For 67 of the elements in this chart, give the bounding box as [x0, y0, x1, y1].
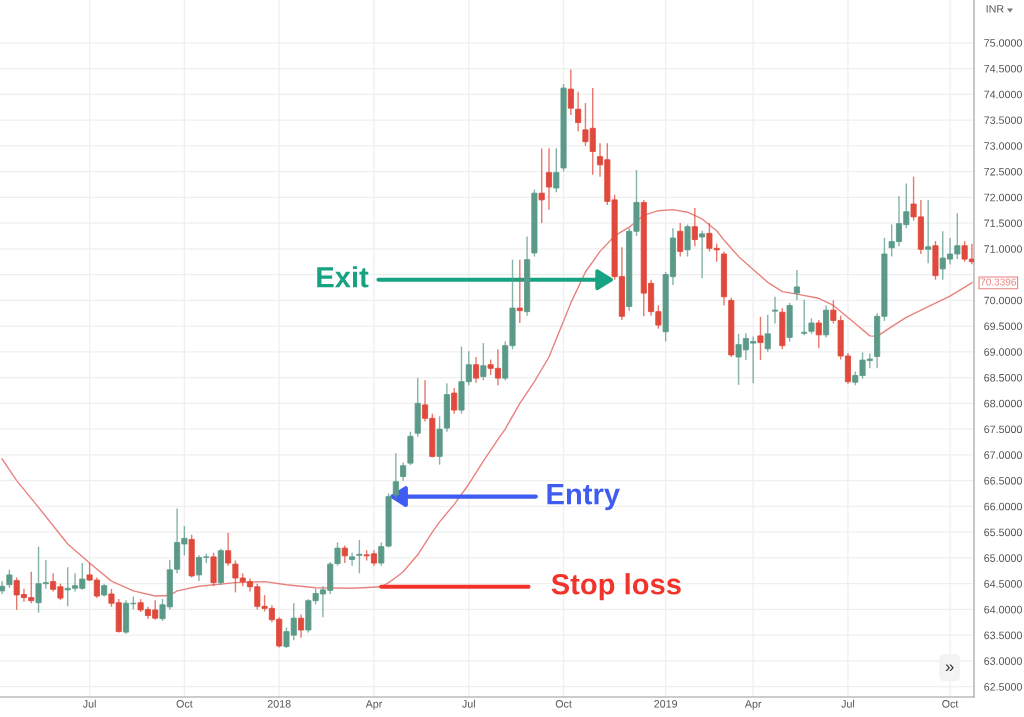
x-tick-label: Jul	[841, 699, 855, 708]
candlestick	[298, 613, 305, 639]
y-tick-label: 63.0000	[984, 657, 1022, 665]
candlestick	[392, 452, 399, 500]
y-tick-label: 64.0000	[984, 605, 1022, 614]
candlestick	[677, 222, 684, 258]
y-tick-label: 67.5000	[984, 425, 1022, 434]
y-tick-label: 67.0000	[984, 451, 1022, 459]
candlestick	[480, 342, 487, 381]
y-tick-label: 64.5000	[984, 580, 1022, 588]
annotation: Exit	[317, 266, 369, 288]
candlestick	[764, 314, 771, 353]
y-tick-label: 68.0000	[984, 399, 1022, 408]
candlestick	[757, 316, 764, 361]
y-tick-label: 73.5000	[984, 116, 1022, 125]
y-tick-label: 71.5000	[984, 219, 1022, 228]
x-tick-label: 2018	[267, 700, 291, 708]
y-axis-title: INR	[986, 5, 1004, 13]
candlestick	[516, 258, 523, 324]
x-tick-label: Jul	[82, 699, 96, 708]
annotation: 70.3396	[980, 278, 1016, 286]
x-tick-label: Oct	[942, 700, 959, 708]
y-tick-label: 63.5000	[984, 631, 1022, 640]
y-tick-label: 66.5000	[984, 477, 1022, 485]
annotation: Entry	[547, 484, 620, 511]
x-tick-label: 2019	[654, 700, 678, 708]
annotation: Stop loss	[551, 573, 681, 601]
y-tick-label: 75.0000	[984, 39, 1022, 47]
candlestick	[356, 539, 363, 575]
x-tick-label: Jul	[462, 699, 475, 708]
candlestick	[575, 91, 582, 133]
candlestick	[793, 269, 800, 302]
x-tick-label: Oct	[555, 700, 572, 708]
candlestick	[699, 230, 706, 279]
y-tick-label: 73.0000	[984, 142, 1022, 150]
candlestick	[567, 68, 574, 116]
candlestick	[925, 199, 932, 264]
candlestick	[349, 552, 356, 567]
candlestick	[545, 147, 553, 211]
y-tick-label: 69.5000	[984, 322, 1022, 331]
candlestick	[691, 207, 698, 247]
y-tick-label: 70.0000	[984, 296, 1022, 305]
y-tick-label: 66.0000	[984, 502, 1022, 511]
candlestick	[801, 299, 808, 337]
candlestick	[684, 223, 691, 258]
y-tick-label: 72.5000	[984, 167, 1022, 176]
x-tick-label: Oct	[176, 700, 193, 708]
candlestick	[400, 461, 407, 482]
x-tick-label: Apr	[744, 700, 762, 710]
y-tick-label: 69.0000	[984, 348, 1022, 356]
y-tick-label: 72.0000	[984, 193, 1022, 202]
annotation: »	[945, 664, 954, 671]
y-tick-label: 74.0000	[984, 90, 1022, 99]
candlestick	[451, 387, 458, 415]
y-tick-label: 65.5000	[984, 528, 1022, 537]
candlestick	[473, 356, 480, 384]
y-tick-label: 74.5000	[984, 64, 1022, 73]
y-tick-label: 65.0000	[984, 554, 1022, 562]
x-tick-label: Apr	[365, 700, 383, 710]
y-tick-label: 68.5000	[984, 374, 1022, 382]
y-tick-label: 71.0000	[984, 245, 1022, 253]
candlestick	[553, 147, 560, 193]
candlestick	[6, 569, 13, 589]
y-tick-label: 62.5000	[984, 683, 1022, 691]
candlestick	[772, 296, 779, 325]
candlestick	[815, 319, 822, 349]
candlestick	[538, 147, 545, 224]
